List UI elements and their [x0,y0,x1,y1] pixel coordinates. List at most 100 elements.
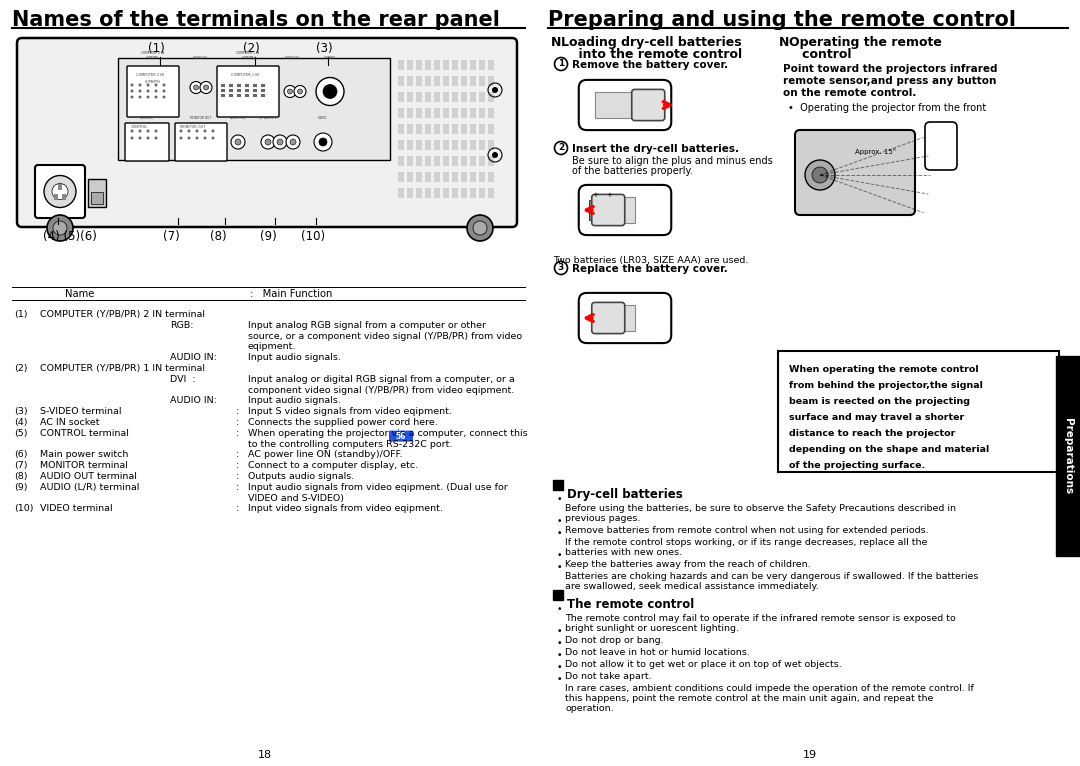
Circle shape [52,184,68,199]
FancyBboxPatch shape [579,185,672,235]
Text: Before using the batteries, be sure to observe the Safety Precautions described : Before using the batteries, be sure to o… [565,504,956,513]
Bar [407,76,413,86]
Bar [480,172,485,182]
Text: eqipment.: eqipment. [248,342,296,352]
Text: Input S video signals from video eqipment.: Input S video signals from video eqipmen… [248,408,451,416]
Text: of the batteries properly.: of the batteries properly. [572,166,693,176]
Text: source, or a component video signal (Y/PB/PR) from video: source, or a component video signal (Y/P… [248,332,522,341]
Text: CONTROL: CONTROL [131,125,148,129]
Bar [434,108,440,118]
Circle shape [162,83,165,87]
Circle shape [291,139,296,145]
Bar [453,172,458,182]
Circle shape [190,81,202,93]
Bar [261,89,265,91]
Circle shape [328,80,332,83]
Bar [54,194,58,199]
Circle shape [200,81,212,93]
Text: :: : [237,504,240,513]
Circle shape [193,85,199,90]
Bar [426,124,431,134]
Bar [461,92,467,102]
Circle shape [147,96,149,99]
Circle shape [147,129,149,133]
Bar [229,93,233,97]
Circle shape [154,96,158,99]
Circle shape [231,135,245,149]
Text: Do not leave in hot or humid locations.: Do not leave in hot or humid locations. [565,648,750,657]
Bar [221,93,225,97]
Bar [480,124,485,134]
Bar [453,140,458,150]
Bar [245,93,249,97]
Text: Be sure to align the plus and minus ends: Be sure to align the plus and minus ends [572,156,773,166]
Bar [453,92,458,102]
FancyBboxPatch shape [924,122,957,170]
Bar [407,108,413,118]
Bar [488,156,494,166]
Text: CONTROL terminal: CONTROL terminal [40,429,129,438]
Bar [470,140,476,150]
Text: on the remote control.: on the remote control. [783,88,916,98]
Text: N: N [779,36,789,49]
Text: AUDIO IN:: AUDIO IN: [170,353,217,362]
Circle shape [273,135,287,149]
Bar [470,76,476,86]
Text: COMPUTER (Y/PB/PR) 1 IN terminal: COMPUTER (Y/PB/PR) 1 IN terminal [40,364,205,373]
Circle shape [188,129,190,133]
Circle shape [319,138,327,146]
Text: VIDEO and S-VIDEO): VIDEO and S-VIDEO) [248,493,345,502]
Text: :   Main Function: : Main Function [249,289,333,299]
Text: 1: 1 [558,60,564,68]
Text: The remote control may fail to operate if the infrared remote sensor is exposed : The remote control may fail to operate i… [565,614,956,623]
FancyBboxPatch shape [592,195,624,226]
Text: (1): (1) [148,42,165,55]
Bar [443,76,449,86]
FancyBboxPatch shape [127,66,179,117]
Circle shape [294,86,306,97]
Circle shape [147,136,149,139]
Text: •: • [557,650,563,660]
Circle shape [138,96,141,99]
Text: batteries with new ones.: batteries with new ones. [565,548,683,557]
Text: RGB:: RGB: [170,321,193,330]
Text: •: • [557,639,563,647]
Bar [62,194,66,199]
Bar [416,76,422,86]
Bar [407,92,413,102]
Text: S-VIDEO: S-VIDEO [324,56,336,60]
FancyBboxPatch shape [579,293,672,343]
Text: MONITOR OUT: MONITOR OUT [189,116,211,120]
Text: Batteries are choking hazards and can be very dangerous if swallowed. If the bat: Batteries are choking hazards and can be… [565,572,978,581]
Text: Point toward the projectors infrared: Point toward the projectors infrared [783,64,998,74]
Text: •: • [557,516,563,525]
Bar [434,188,440,198]
Text: CH AUDIO L: CH AUDIO L [259,116,276,120]
Text: Replace the battery cover.: Replace the battery cover. [572,264,728,274]
Circle shape [131,136,134,139]
Text: Preparing and using the remote control: Preparing and using the remote control [548,10,1016,30]
Bar [553,590,563,600]
Circle shape [492,87,498,93]
Text: (10): (10) [301,230,325,243]
Text: COMPUTER 2 IN: COMPUTER 2 IN [136,73,164,77]
Text: Do not allow it to get wet or place it on top of wet objects.: Do not allow it to get wet or place it o… [565,660,841,669]
Bar [470,92,476,102]
Text: :: : [237,450,240,460]
Text: 2: 2 [558,143,564,152]
Text: (2): (2) [14,364,27,373]
Circle shape [287,89,293,94]
Text: Input analog RGB signal from a computer or other: Input analog RGB signal from a computer … [248,321,486,330]
Text: Two batteries (LR03, SIZE AAA) are used.: Two batteries (LR03, SIZE AAA) are used. [553,256,748,265]
Text: S-VIDEO terminal: S-VIDEO terminal [40,408,121,416]
Text: :: : [237,418,240,427]
Bar [1056,356,1080,556]
Text: Outputs audio signals.: Outputs audio signals. [248,472,354,481]
Bar [416,172,422,182]
Text: :: : [237,461,240,470]
Circle shape [131,129,134,133]
Circle shape [323,84,337,99]
Text: into the remote control: into the remote control [561,48,742,61]
Bar [261,93,265,97]
Bar [488,92,494,102]
